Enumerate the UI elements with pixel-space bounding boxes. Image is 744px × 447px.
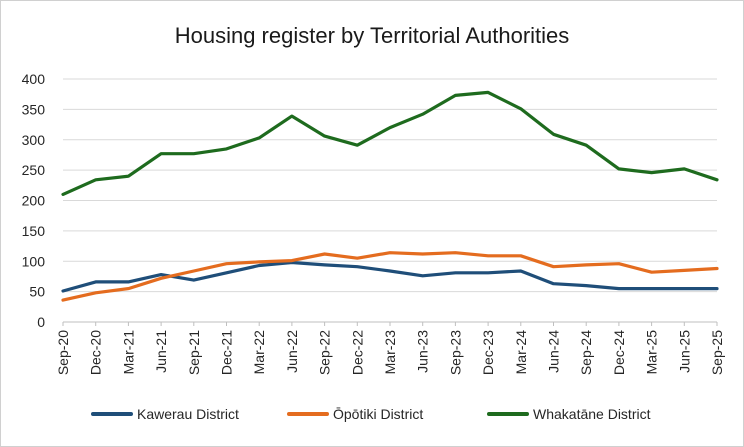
x-tick-label: Mar-24 (513, 330, 529, 375)
x-tick-label: Sep-21 (186, 330, 202, 375)
legend: Kawerau District Ōpōtiki District Whakatān… (91, 406, 651, 422)
x-tick-label: Sep-22 (317, 330, 333, 375)
y-tick-label: 100 (22, 253, 46, 269)
legend-label: Whakatāne District (533, 406, 651, 422)
legend-label: Ōpōtiki District (333, 406, 423, 422)
y-axis-ticks: 0 50 100 150 200 250 300 350 400 (22, 71, 46, 330)
x-axis-ticks: Sep-20 Dec-20 Mar-21 Jun-21 Sep-21 Dec-21 Mar-… (55, 322, 725, 375)
x-tick-label: Dec-23 (480, 330, 496, 375)
series-line-2 (61, 90, 719, 196)
series-lines (61, 90, 719, 302)
x-tick-label: Dec-21 (219, 330, 235, 375)
x-tick-label: Mar-21 (120, 330, 136, 375)
x-tick-label: Mar-22 (251, 330, 267, 375)
legend-label: Kawerau District (137, 406, 239, 422)
series-line-1 (61, 251, 719, 302)
y-tick-label: 300 (22, 132, 46, 148)
y-tick-label: 350 (22, 101, 46, 117)
x-tick-label: Dec-20 (88, 330, 104, 375)
y-tick-label: 0 (37, 314, 45, 330)
x-tick-label: Sep-20 (55, 330, 71, 375)
x-tick-label: Sep-25 (709, 330, 725, 375)
x-tick-label: Jun-25 (676, 330, 692, 373)
x-tick-label: Dec-22 (349, 330, 365, 375)
x-tick-label: Dec-24 (611, 330, 627, 375)
y-tick-label: 50 (29, 284, 45, 300)
x-tick-label: Jun-22 (284, 330, 300, 373)
x-tick-label: Mar-25 (644, 330, 660, 375)
y-tick-label: 150 (22, 223, 46, 239)
x-tick-label: Mar-23 (382, 330, 398, 375)
y-tick-label: 200 (22, 193, 46, 209)
x-tick-label: Jun-24 (546, 330, 562, 373)
gridlines (63, 78, 717, 323)
y-tick-label: 250 (22, 162, 46, 178)
y-tick-label: 400 (22, 71, 46, 87)
x-tick-label: Sep-23 (447, 330, 463, 375)
x-tick-label: Jun-23 (415, 330, 431, 373)
x-tick-label: Sep-24 (578, 330, 594, 375)
x-tick-label: Jun-21 (153, 330, 169, 373)
chart-title: Housing register by Territorial Authorit… (175, 23, 570, 48)
